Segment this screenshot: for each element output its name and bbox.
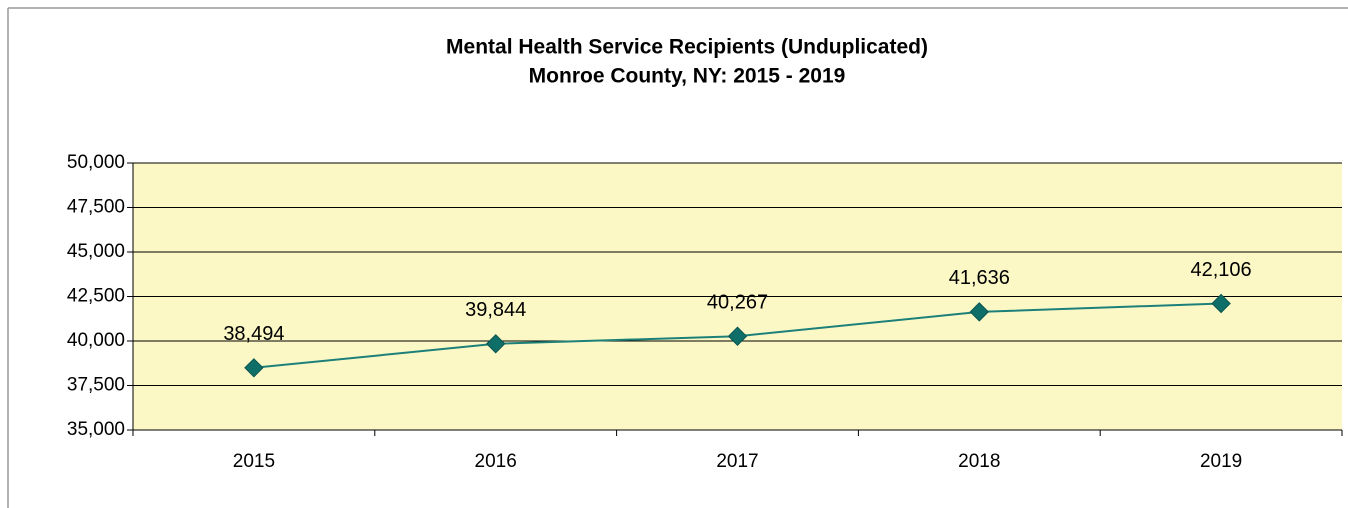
- x-tick-label: 2017: [716, 451, 758, 472]
- x-tick-label: 2015: [233, 451, 275, 472]
- data-label: 41,636: [949, 267, 1010, 289]
- x-tick-label: 2019: [1200, 451, 1242, 472]
- data-point: [244, 358, 264, 378]
- y-tick-label: 47,500: [67, 197, 125, 218]
- y-tick-label: 40,000: [67, 330, 125, 351]
- data-point: [1211, 293, 1231, 314]
- y-tick-label: 35,000: [67, 419, 125, 440]
- y-tick-label: 50,000: [67, 152, 125, 173]
- y-tick-label: 42,500: [67, 286, 125, 307]
- data-point: [485, 334, 506, 354]
- data-label: 39,844: [465, 299, 526, 321]
- chart-title: Mental Health Service Recipients (Undupl…: [446, 36, 928, 59]
- data-label: 38,494: [223, 323, 284, 345]
- data-label: 40,267: [707, 292, 768, 314]
- y-tick-label: 45,000: [67, 241, 125, 262]
- data-point: [727, 326, 748, 346]
- data-label: 42,106: [1191, 259, 1252, 281]
- chart-subtitle: Monroe County, NY: 2015 - 2019: [529, 65, 846, 88]
- data-point: [969, 302, 990, 322]
- y-tick-label: 37,500: [67, 375, 125, 396]
- x-tick-label: 2016: [475, 451, 517, 472]
- x-tick-label: 2018: [958, 451, 1000, 472]
